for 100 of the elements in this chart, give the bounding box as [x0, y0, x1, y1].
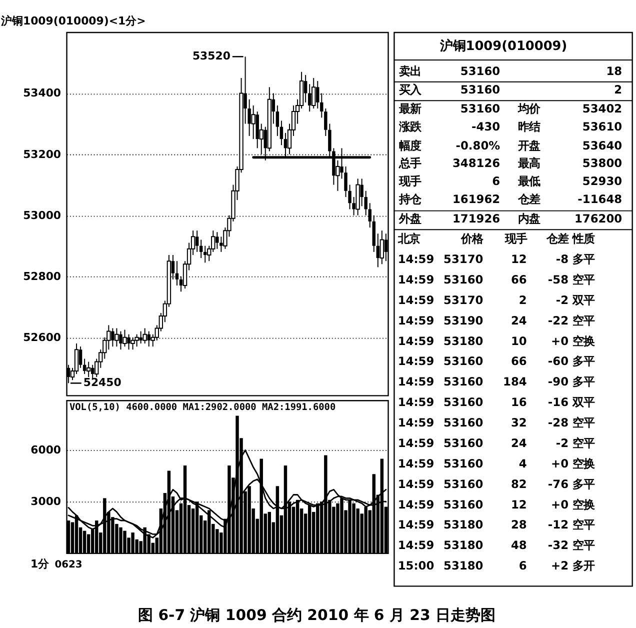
text: 14:59	[398, 395, 434, 410]
text: 持仓	[398, 192, 422, 206]
text: 16	[510, 395, 527, 410]
text: 仓差	[516, 192, 540, 206]
text: 32	[510, 416, 527, 430]
text: 外盘	[398, 212, 421, 226]
text: 24	[510, 313, 527, 328]
text: 53160	[444, 497, 484, 512]
text: 仓差	[546, 232, 569, 246]
y-tick-label: 52800	[23, 270, 62, 283]
text: -2	[556, 292, 569, 307]
text: 53610	[582, 119, 622, 134]
text: 14:59	[398, 518, 434, 532]
text: 66	[510, 272, 527, 286]
text: 现手	[504, 232, 527, 246]
text: 28	[510, 518, 527, 532]
text: 空平	[572, 518, 594, 532]
text: 14:59	[398, 252, 434, 266]
text: -0.80%	[456, 138, 501, 152]
text: +0	[551, 497, 569, 512]
text: 双平	[572, 292, 594, 307]
text: 空平	[572, 272, 594, 286]
text: 多平	[572, 374, 594, 389]
text: 多平	[572, 252, 594, 266]
text: -11648	[578, 192, 622, 206]
y-tick-label: 53000	[23, 208, 62, 222]
text: 14:59	[398, 476, 434, 491]
text: -76	[548, 476, 569, 491]
text: 53160	[444, 456, 484, 470]
text: 14:59	[398, 456, 434, 470]
y-tick-label: 52600	[23, 330, 62, 344]
text: 空换	[572, 334, 594, 348]
text: 6	[518, 558, 527, 573]
text: -16	[548, 395, 569, 410]
y-tick-label: 3000	[30, 495, 62, 508]
text: 最高	[516, 156, 540, 170]
text: 空平	[572, 436, 594, 450]
text: 多平	[572, 354, 594, 368]
annotation: 52450	[83, 376, 122, 390]
text: 14:59	[398, 292, 434, 307]
text: 沪铜1009(010009)	[438, 38, 568, 54]
text: 价格	[460, 232, 484, 246]
text: 14:59	[398, 374, 434, 389]
text: 53160	[444, 374, 484, 389]
text: 53160	[444, 476, 484, 491]
text: 北京	[396, 232, 420, 246]
text: 2	[518, 292, 527, 307]
text: 53160	[460, 64, 500, 78]
text: 53160	[444, 272, 484, 286]
text: 184	[503, 374, 527, 389]
y-tick-label: 6000	[30, 444, 62, 457]
text: 12	[510, 252, 527, 266]
text: 卖出	[398, 64, 421, 78]
text: 53160	[444, 354, 484, 368]
text: 53180	[444, 518, 484, 532]
text: -58	[548, 272, 569, 286]
text: 多平	[572, 476, 594, 491]
text: 53160	[460, 102, 500, 116]
x-tick-label: 0623	[54, 560, 82, 571]
text: 14:59	[398, 497, 434, 512]
text: 多开	[572, 558, 594, 573]
text: -32	[548, 538, 569, 552]
text: 涨跌	[398, 119, 422, 134]
text: 53160	[460, 82, 500, 97]
text: +2	[551, 558, 569, 573]
text: 53640	[582, 138, 622, 152]
text: 买入	[398, 82, 422, 97]
y-tick-label: 53200	[23, 148, 62, 161]
text: 空平	[572, 538, 594, 552]
text: 171926	[452, 212, 500, 226]
text: 53170	[444, 252, 484, 266]
text: 幅度	[398, 138, 421, 152]
text: 53160	[444, 416, 484, 430]
text: 66	[510, 354, 527, 368]
text: +0	[551, 456, 569, 470]
text: 53800	[582, 156, 622, 170]
text: 14:59	[398, 313, 434, 328]
text: -22	[548, 313, 569, 328]
text: -430	[472, 119, 500, 134]
text: 空平	[572, 313, 594, 328]
text: 最新	[398, 102, 421, 116]
annotation: 53520	[192, 50, 231, 63]
text: -8	[556, 252, 569, 266]
text: -2	[556, 436, 569, 450]
text: 10	[510, 334, 527, 348]
text: -90	[548, 374, 569, 389]
text: 53180	[444, 334, 484, 348]
x-axis-title: 1分	[30, 558, 50, 571]
text: 53160	[444, 395, 484, 410]
text: 82	[510, 476, 527, 491]
text: 176200	[574, 212, 622, 226]
chart-title: 沪铜1009(010009)<1分>	[0, 14, 146, 28]
text: 14:59	[398, 354, 434, 368]
text: 开盘	[516, 138, 540, 152]
text: 53180	[444, 538, 484, 552]
text: 348126	[452, 156, 500, 170]
text: 4	[518, 456, 527, 470]
text: 14:59	[398, 436, 434, 450]
text: 14:59	[398, 272, 434, 286]
text: 性质	[572, 232, 594, 246]
